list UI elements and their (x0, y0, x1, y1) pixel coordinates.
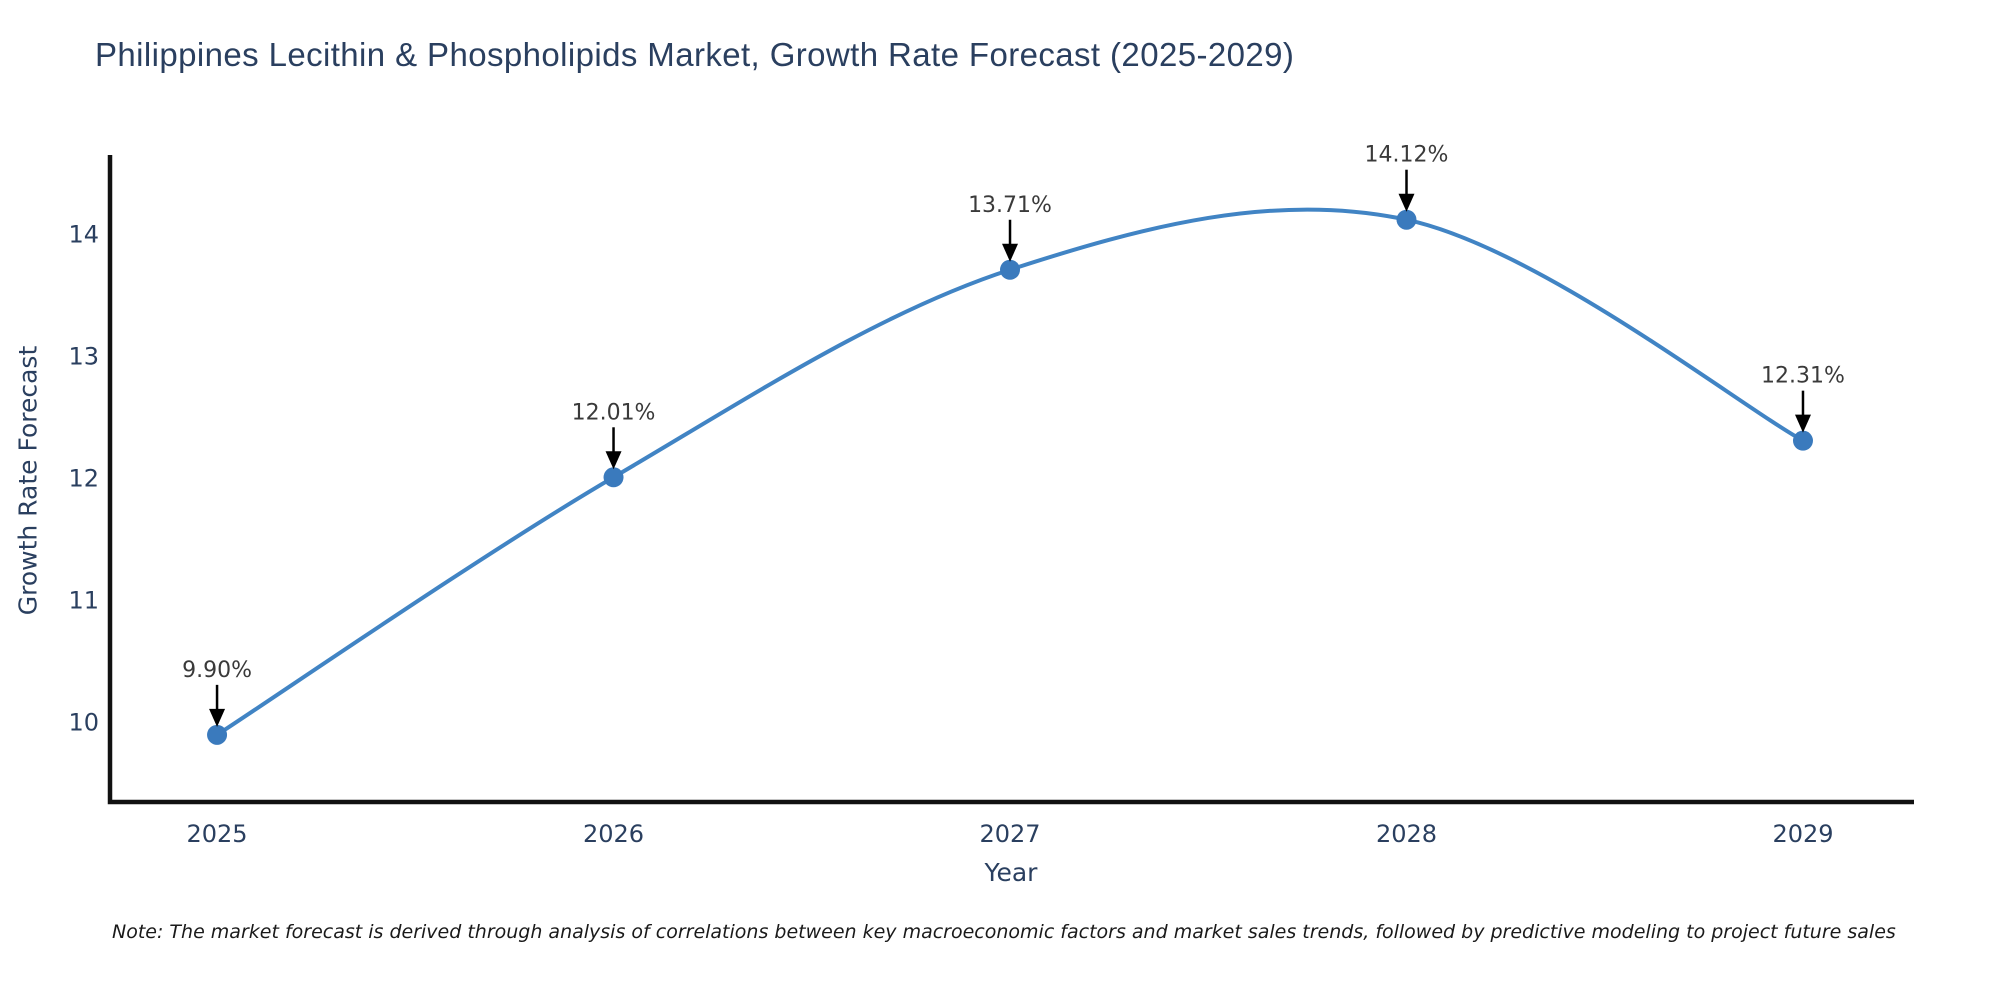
annotation-arrow-head (1002, 243, 1019, 262)
y-tick-label: 13 (68, 342, 99, 370)
x-tick-label: 2029 (1772, 820, 1833, 848)
x-tick-label: 2026 (583, 820, 644, 848)
annotation-label: 13.71% (968, 193, 1052, 218)
y-axis-title: Growth Rate Forecast (13, 345, 43, 616)
x-tick-label: 2028 (1376, 820, 1437, 848)
annotation-label: 9.90% (182, 658, 252, 683)
y-tick-label: 12 (68, 465, 99, 493)
data-point-marker-2026[interactable] (603, 467, 624, 488)
y-tick-label: 10 (68, 709, 99, 737)
axis-lines (107, 155, 1914, 805)
annotation-label: 14.12% (1365, 143, 1449, 168)
annotation-arrow-head (605, 451, 622, 470)
x-axis-title: Year (984, 858, 1038, 887)
data-point-marker-2029[interactable] (1792, 430, 1813, 451)
annotation-arrow-head (1794, 414, 1811, 433)
data-point-marker-2025[interactable] (207, 724, 228, 745)
y-tick-label: 11 (68, 587, 99, 615)
y-tick-label: 14 (68, 220, 99, 248)
annotation-label: 12.31% (1761, 364, 1845, 389)
data-point-marker-2027[interactable] (1000, 259, 1021, 280)
annotation-arrow-head (1398, 193, 1415, 212)
x-tick-label: 2025 (187, 820, 248, 848)
chart-title: Philippines Lecithin & Phospholipids Mar… (95, 36, 1295, 73)
annotation-label: 12.01% (572, 400, 656, 425)
chart-note: Note: The market forecast is derived thr… (112, 921, 1896, 943)
data-point-marker-2028[interactable] (1396, 209, 1417, 230)
annotation-arrow-head (209, 708, 226, 727)
trend-line (215, 207, 1804, 737)
x-tick-label: 2027 (979, 820, 1040, 848)
